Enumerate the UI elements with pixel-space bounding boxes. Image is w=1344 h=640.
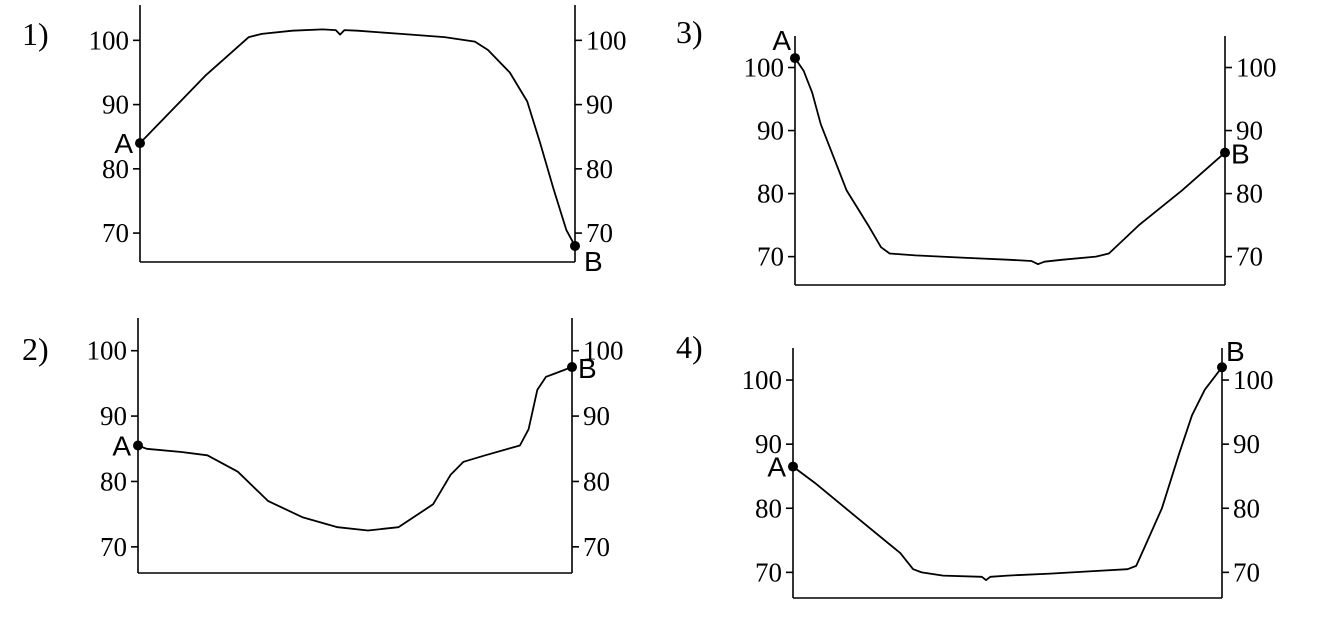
right-tick-label: 100 [1236,53,1277,83]
right-tick-label: 90 [583,401,610,431]
right-tick-label: 70 [1236,242,1263,272]
point-b-marker [1217,362,1227,373]
profile-line [139,28,576,247]
right-tick-label: 80 [1233,493,1260,523]
right-tick-label: 100 [583,336,624,366]
right-tick-label: 80 [583,466,610,496]
panel-number-label: 2) [22,331,49,367]
right-tick-label: 80 [1236,179,1263,209]
point-b-label: B [578,353,597,384]
point-a-label: A [112,431,131,462]
left-tick-label: 70 [755,557,782,587]
point-a-marker [788,461,798,472]
chart-panel-2: 2) 70 70 80 80 90 90 100 100 A B [22,318,624,574]
left-tick-label: 80 [102,154,129,184]
right-tick-label: 70 [586,218,613,248]
profile-line [794,57,1226,266]
profile-line [137,366,573,532]
left-tick-label: 100 [744,53,785,83]
left-tick-label: 70 [100,532,127,562]
left-tick-label: 70 [757,242,784,272]
right-tick-label: 90 [1236,116,1263,146]
right-tick-label: 100 [1233,365,1274,395]
profile-line [792,366,1223,581]
point-a-label: A [772,25,791,56]
panel-number-label: 1) [22,16,49,52]
point-b-label: B [584,246,603,277]
right-tick-label: 100 [586,25,627,55]
point-b-marker [567,362,577,373]
left-tick-label: 80 [100,466,127,496]
point-a-label: A [767,452,786,483]
point-b-label: B [1226,336,1245,367]
left-tick-label: 100 [87,336,128,366]
right-tick-label: 90 [1233,429,1260,459]
point-a-marker [790,53,800,64]
chart-panel-4: 4) 70 70 80 80 90 90 100 100 A B [676,329,1274,599]
right-tick-label: 90 [586,90,613,120]
point-b-marker [1220,147,1230,158]
point-a-marker [135,138,145,149]
panel-number-label: 4) [676,329,703,365]
left-tick-label: 90 [100,401,127,431]
left-tick-label: 100 [742,365,783,395]
point-a-marker [133,440,143,451]
right-tick-label: 80 [586,154,613,184]
left-tick-label: 80 [755,493,782,523]
right-tick-label: 70 [583,532,610,562]
point-a-label: A [114,128,133,159]
left-tick-label: 90 [102,90,129,120]
left-tick-label: 100 [89,25,130,55]
left-tick-label: 90 [757,116,784,146]
left-tick-label: 90 [755,429,782,459]
chart-panel-1: 1) 70 70 80 80 90 90 100 100 A B [22,5,627,277]
right-tick-label: 70 [1233,557,1260,587]
point-b-marker [570,240,580,251]
left-tick-label: 70 [102,218,129,248]
left-tick-label: 80 [757,179,784,209]
point-b-label: B [1231,139,1250,170]
panel-number-label: 3) [676,14,703,50]
